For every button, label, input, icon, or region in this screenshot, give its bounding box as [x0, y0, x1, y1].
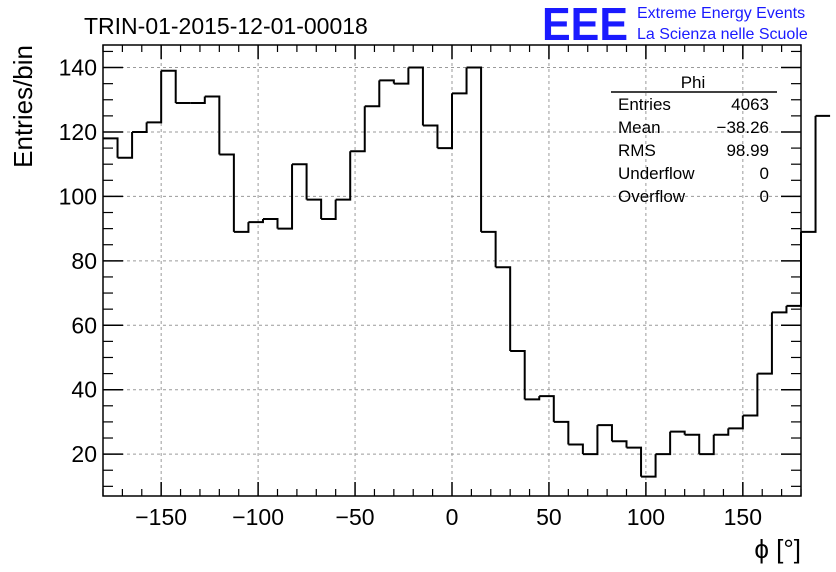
- histogram-bin-26: [481, 230, 497, 268]
- histogram-bin-42: [713, 428, 730, 436]
- histogram-bin-35: [611, 440, 628, 448]
- y-tick-label-0: 20: [71, 441, 97, 467]
- histogram-bin-48: [801, 115, 817, 233]
- x-tick-label-5: 100: [627, 504, 665, 530]
- stats-box: Phi Entries 4063 Mean −38.26 RMS 98.99 U…: [611, 73, 777, 206]
- stats-underflow-value: 0: [760, 164, 769, 183]
- histogram-bin-46: [771, 305, 788, 314]
- histogram-bin-12: [277, 164, 294, 230]
- histogram-bin-31: [553, 420, 570, 445]
- histogram-bin-14: [306, 198, 323, 219]
- histogram-bin-24: [452, 67, 468, 95]
- x-tick-label-6: 150: [724, 504, 762, 530]
- y-tick-label-6: 140: [59, 55, 97, 81]
- histogram-bin-10: [248, 218, 264, 224]
- histogram-bin-17: [350, 106, 366, 153]
- y-tick-label-5: 120: [59, 119, 97, 145]
- stats-overflow-label: Overflow: [618, 187, 686, 206]
- histogram-bin-36: [626, 446, 643, 477]
- histogram-bin-4: [161, 69, 177, 103]
- eee-logo: EEE: [542, 0, 628, 50]
- y-axis-label: Entries/bin: [8, 45, 38, 168]
- stats-entries-value: 4063: [731, 95, 769, 114]
- stats-underflow-label: Underflow: [618, 164, 695, 183]
- histogram-bin-29: [524, 396, 541, 401]
- x-tick-label-3: 0: [446, 504, 459, 530]
- stats-mean-label: Mean: [618, 118, 661, 137]
- stats-entries-label: Entries: [618, 95, 671, 114]
- histogram-bin-9: [233, 222, 250, 233]
- histogram-bin-32: [568, 443, 584, 455]
- logo-line-2: La Scienza nelle Scuole: [637, 26, 808, 43]
- x-tick-label-0: −150: [135, 504, 187, 530]
- histogram-bin-38: [655, 431, 672, 456]
- histogram-bin-28: [510, 350, 526, 400]
- stats-rms-label: RMS: [618, 141, 656, 160]
- histogram-bin-27: [495, 266, 512, 352]
- stats-name: Phi: [681, 73, 706, 92]
- histogram-bin-22: [422, 124, 439, 149]
- histogram-bin-33: [582, 425, 599, 456]
- histogram-bin-11: [262, 217, 279, 229]
- stats-overflow-value: 0: [760, 187, 769, 206]
- x-tick-label-4: 50: [536, 504, 562, 530]
- histogram-bin-40: [684, 433, 701, 455]
- histogram-bin-8: [219, 153, 235, 232]
- axis-ticks: [102, 45, 802, 496]
- stats-rms-value: 98.99: [726, 141, 769, 160]
- histogram-bin-23: [437, 93, 453, 150]
- y-tick-label-1: 40: [71, 377, 97, 403]
- histogram-bin-1: [117, 131, 134, 159]
- histogram-bin-34: [597, 424, 613, 442]
- logo-line-1: Extreme Energy Events: [637, 5, 805, 22]
- histogram-bin-41: [699, 434, 715, 456]
- histogram-bin-37: [641, 454, 657, 478]
- y-tick-label-4: 100: [59, 183, 97, 209]
- histogram-bin-19: [379, 79, 395, 84]
- histogram-bin-3: [146, 70, 163, 124]
- histogram-bin-6: [190, 96, 206, 104]
- y-tick-label-3: 80: [71, 248, 97, 274]
- histogram-bin-13: [292, 163, 308, 200]
- x-tick-label-2: −50: [336, 504, 375, 530]
- histogram-bin-20: [393, 67, 410, 85]
- histogram-bin-39: [670, 430, 686, 435]
- histogram-bin-0: [103, 137, 119, 158]
- histogram-bin-47: [786, 231, 802, 307]
- histogram-bin-25: [466, 66, 483, 232]
- histogram-bin-7: [204, 95, 221, 155]
- histogram-bars: [103, 66, 831, 478]
- x-axis-label: ϕ [°]: [754, 534, 801, 564]
- histogram-bin-30: [539, 395, 555, 422]
- y-tick-label-2: 60: [71, 312, 97, 338]
- histogram-bin-43: [728, 415, 744, 430]
- histogram-bin-18: [364, 80, 381, 108]
- histogram-bin-15: [321, 199, 337, 220]
- histogram-bin-16: [335, 151, 352, 201]
- y-tick-labels: 20 40 60 80 100 120 140: [59, 55, 97, 468]
- x-tick-labels: −150 −100 −50 0 50 100 150: [135, 504, 762, 530]
- histogram-bin-21: [408, 66, 424, 126]
- histogram-bin-2: [132, 122, 148, 133]
- histogram-bin-45: [757, 312, 773, 375]
- stats-mean-value: −38.26: [717, 118, 769, 137]
- histogram-bin-44: [742, 373, 759, 417]
- chart-title: TRIN-01-2015-12-01-00018: [84, 13, 368, 39]
- x-tick-label-1: −100: [232, 504, 284, 530]
